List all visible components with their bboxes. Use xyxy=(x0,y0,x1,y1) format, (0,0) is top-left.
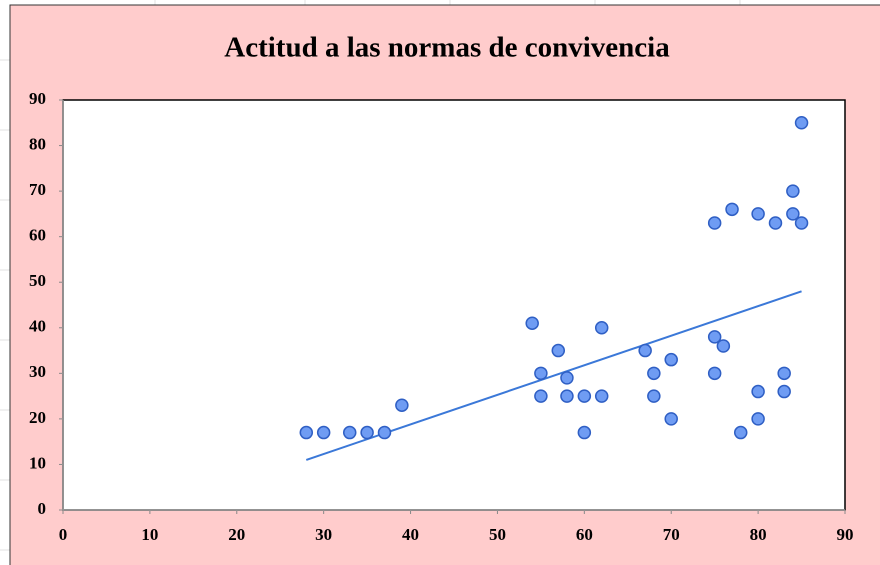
point xyxy=(551,343,566,358)
point xyxy=(647,366,661,381)
y-tick-label: 40 xyxy=(29,317,46,336)
x-tick-label: 0 xyxy=(59,525,68,544)
point xyxy=(594,389,609,403)
point xyxy=(525,316,539,330)
point xyxy=(786,184,800,198)
point xyxy=(733,425,748,440)
point xyxy=(751,384,765,399)
x-tick-label: 40 xyxy=(402,525,419,544)
x-tick-label: 30 xyxy=(315,525,332,544)
y-tick-label: 60 xyxy=(29,226,46,245)
point xyxy=(594,321,609,335)
point xyxy=(395,398,409,412)
point xyxy=(560,389,574,403)
point xyxy=(786,207,800,221)
x-tick-label: 60 xyxy=(576,525,593,544)
y-tick-label: 90 xyxy=(29,89,46,108)
point xyxy=(751,207,765,221)
plot-area xyxy=(62,99,846,511)
point xyxy=(777,366,791,381)
point xyxy=(360,425,374,440)
x-tick-label: 50 xyxy=(489,525,506,544)
y-tick-label: 20 xyxy=(29,408,46,427)
point xyxy=(577,389,592,403)
x-tick-label: 10 xyxy=(141,525,158,544)
point xyxy=(707,216,722,230)
point xyxy=(534,366,548,381)
y-tick-label: 30 xyxy=(29,362,46,381)
y-tick-label: 10 xyxy=(29,453,46,472)
point xyxy=(664,352,678,367)
point xyxy=(342,425,357,440)
point xyxy=(768,216,783,230)
x-tick-label: 90 xyxy=(837,525,854,544)
point xyxy=(794,216,809,230)
point xyxy=(299,425,314,440)
y-tick-label: 80 xyxy=(29,134,46,153)
y-tick-label: 50 xyxy=(29,271,46,290)
point xyxy=(751,412,765,426)
x-tick-label: 20 xyxy=(228,525,245,544)
sheet-grid xyxy=(0,0,741,551)
point xyxy=(707,366,722,381)
point xyxy=(707,330,722,344)
point xyxy=(777,384,791,399)
point xyxy=(794,116,809,130)
point xyxy=(647,389,661,403)
point xyxy=(560,371,574,385)
point xyxy=(377,425,392,440)
point xyxy=(534,389,548,403)
point xyxy=(638,343,652,358)
point xyxy=(664,412,678,426)
point xyxy=(577,425,592,440)
point xyxy=(316,425,331,440)
chart-title: Actitud a las normas de convivencia xyxy=(224,32,670,64)
x-tick-label: 80 xyxy=(750,525,767,544)
y-tick-label: 0 xyxy=(38,499,47,518)
point xyxy=(725,202,739,217)
y-tick-label: 70 xyxy=(29,180,46,199)
x-tick-label: 70 xyxy=(663,525,680,544)
point xyxy=(716,339,731,353)
